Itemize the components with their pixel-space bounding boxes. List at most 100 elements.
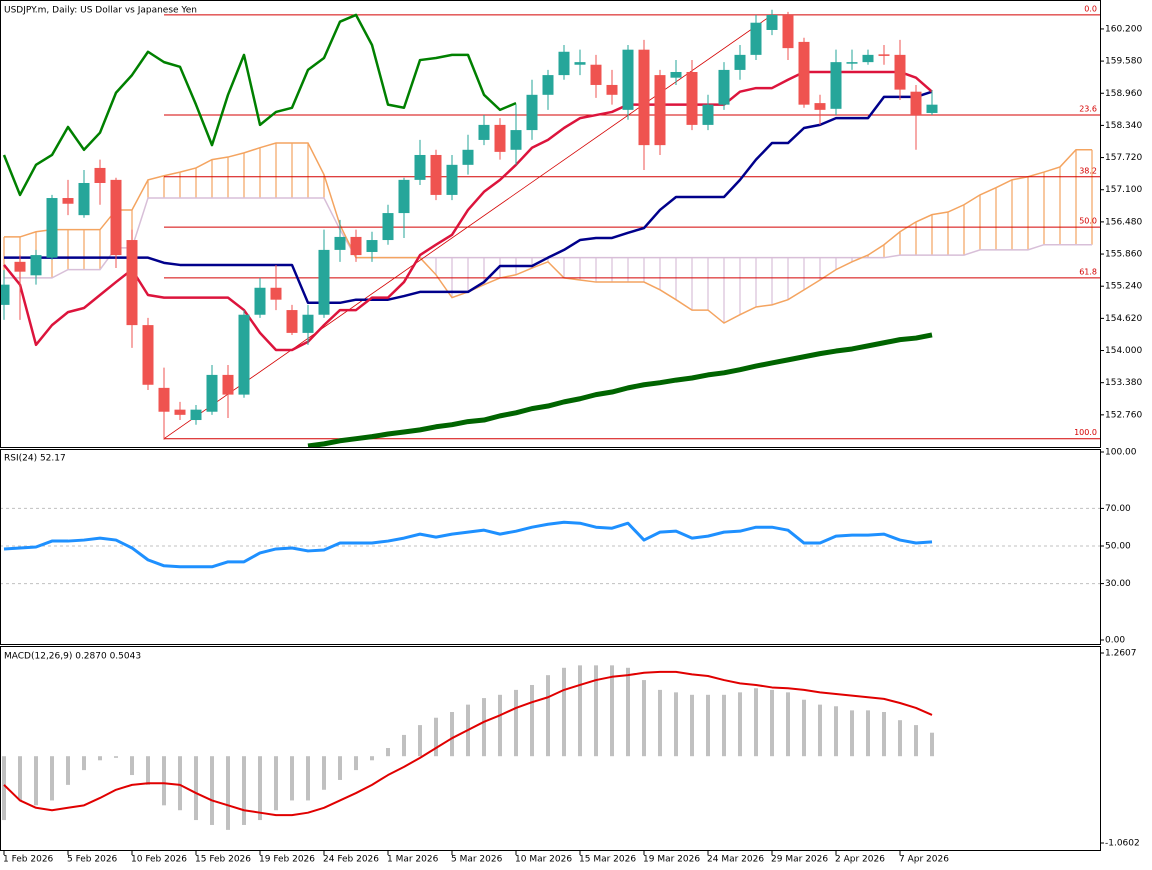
fib-label: 23.6 — [1079, 105, 1097, 114]
candle-body — [414, 154, 426, 180]
candle-body — [78, 182, 90, 216]
candle-body — [222, 374, 234, 395]
macd-bar — [434, 717, 438, 757]
macd-bar — [34, 756, 38, 806]
macd-bar — [578, 665, 582, 757]
candle-body — [654, 75, 666, 146]
macd-bar — [834, 706, 838, 757]
candle-body — [750, 22, 762, 55]
candle-body — [590, 64, 602, 85]
macd-bar — [194, 756, 198, 821]
candle-body — [382, 213, 394, 241]
x-tick-label: 7 Apr 2026 — [899, 855, 949, 865]
y-tick-label: 152.760 — [1105, 410, 1142, 420]
x-tick-label: 19 Mar 2026 — [643, 855, 700, 865]
y-tick-label: 158.340 — [1105, 121, 1142, 131]
fib-label: 38.2 — [1079, 166, 1097, 175]
macd-bar — [546, 675, 550, 757]
indicator-line — [3, 70, 933, 352]
macd-bar — [850, 710, 854, 757]
candle-body — [622, 49, 634, 110]
candle-body — [286, 310, 298, 333]
candle-body — [94, 167, 106, 183]
candle-body — [606, 84, 618, 95]
candle-body — [574, 62, 586, 65]
macd-bar — [338, 756, 342, 780]
rsi-panel — [1, 507, 1100, 585]
macd-bar — [562, 667, 566, 757]
candle-body — [526, 94, 538, 131]
candle-body — [1, 284, 10, 305]
macd-bar — [306, 756, 310, 801]
x-tick-label: 1 Mar 2026 — [387, 855, 439, 865]
y-tick-label: 70.00 — [1105, 504, 1131, 514]
macd-bar — [722, 694, 726, 757]
x-tick-label: 15 Mar 2026 — [579, 855, 636, 865]
macd-bar — [258, 756, 262, 821]
indicator-line — [2, 13, 517, 197]
y-tick-label: -1.0602 — [1105, 839, 1140, 849]
candle-body — [206, 374, 218, 412]
macd-bar — [226, 756, 230, 830]
cloud-span-a — [4, 142, 1092, 324]
y-tick-label: 157.720 — [1105, 153, 1142, 163]
candle-body — [510, 130, 522, 150]
signal-line — [3, 670, 933, 817]
candle-body — [46, 198, 58, 258]
x-tick-label: 5 Mar 2026 — [451, 855, 503, 865]
y-tick-label: 50.00 — [1105, 542, 1131, 552]
fib-trendline — [163, 14, 773, 440]
candle-body — [30, 255, 42, 276]
candle-body — [254, 287, 266, 315]
panel-frame — [0, 0, 1101, 448]
macd-bar — [322, 756, 326, 790]
macd-bar — [754, 688, 758, 757]
candle-body — [766, 14, 778, 30]
candle-body — [734, 54, 746, 70]
macd-bar — [50, 756, 54, 801]
fib-label: 50.0 — [1079, 217, 1097, 226]
macd-bar — [418, 725, 422, 757]
macd-bar — [674, 692, 678, 757]
x-tick-label: 10 Mar 2026 — [515, 855, 572, 865]
x-tick-label: 24 Mar 2026 — [707, 855, 764, 865]
macd-bar — [738, 692, 742, 757]
macd-bar — [242, 756, 246, 825]
macd-bar — [450, 711, 454, 757]
y-tick-label: 159.580 — [1105, 57, 1142, 67]
macd-bar — [290, 756, 294, 801]
candle-body — [702, 104, 714, 125]
macd-bar — [594, 665, 598, 757]
candle-body — [782, 14, 794, 49]
macd-bar — [914, 725, 918, 757]
macd-bar — [818, 704, 822, 757]
indicator-line — [4, 90, 933, 305]
x-tick-label: 24 Feb 2026 — [323, 855, 379, 865]
candle-body — [894, 54, 906, 90]
x-tick-label: 5 Feb 2026 — [67, 855, 118, 865]
rsi-line — [3, 520, 933, 569]
y-tick-label: 160.200 — [1105, 24, 1142, 34]
macd-panel — [2, 665, 934, 830]
y-tick-label: 154.000 — [1105, 346, 1142, 356]
y-tick-label: 100.00 — [1105, 448, 1137, 458]
candle-body — [830, 62, 842, 109]
macd-bar — [162, 756, 166, 806]
indicator-line — [307, 332, 933, 447]
candle-body — [430, 154, 442, 195]
candle-body — [862, 54, 874, 63]
x-tick-label: 15 Feb 2026 — [195, 855, 251, 865]
candle-body — [158, 387, 170, 412]
macd-title: MACD(12,26,9) 0.2870 0.5043 — [4, 652, 141, 662]
x-tick-label: 2 Apr 2026 — [835, 855, 885, 865]
macd-bar — [114, 756, 118, 758]
macd-bar — [130, 756, 134, 776]
y-tick-label: 0.00 — [1105, 636, 1125, 646]
macd-bar — [626, 667, 630, 757]
candle-body — [878, 54, 890, 56]
x-tick-label: 19 Feb 2026 — [259, 855, 315, 865]
y-tick-label: 1.2607 — [1105, 649, 1137, 659]
candle-body — [238, 314, 250, 395]
macd-bar — [482, 698, 486, 757]
